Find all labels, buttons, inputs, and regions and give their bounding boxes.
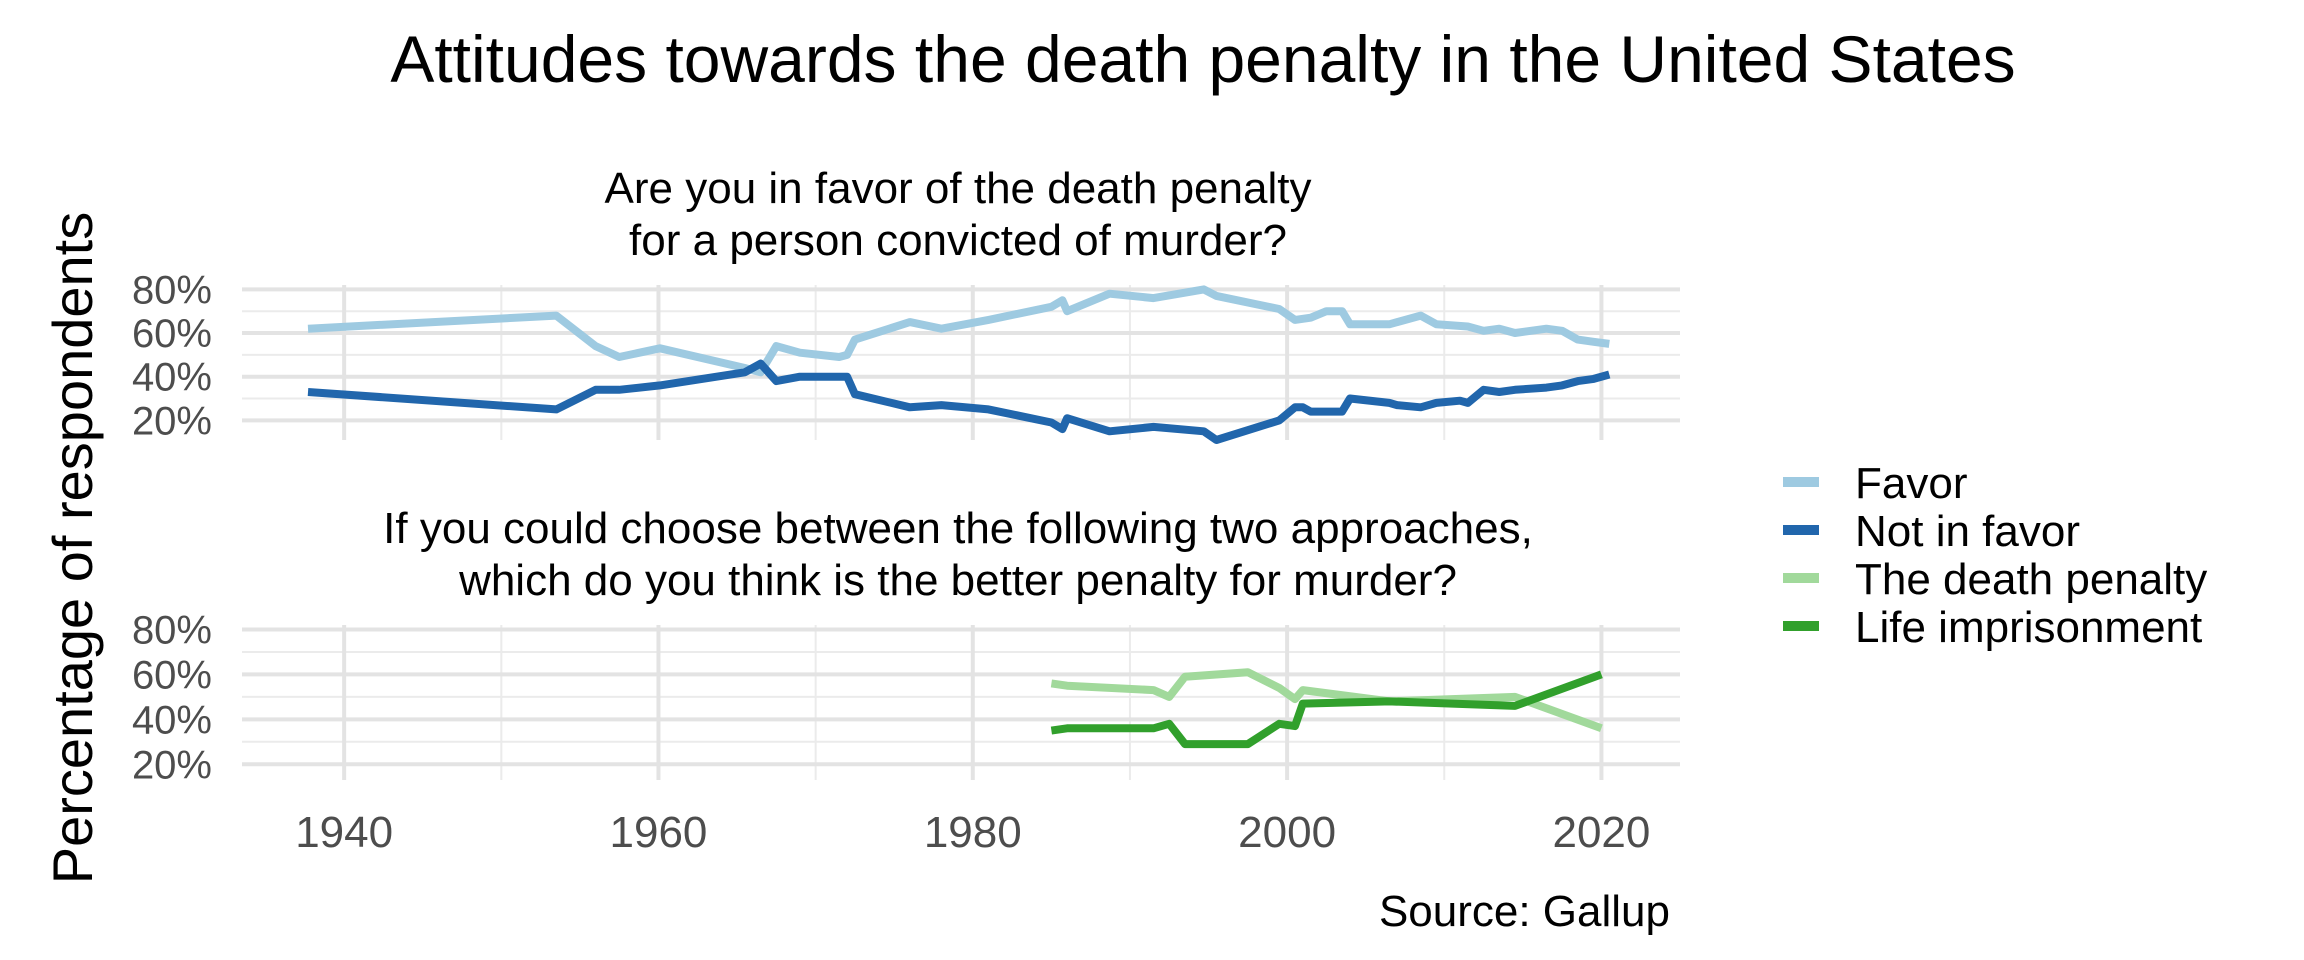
series-line-not-in-favor: [307, 359, 1611, 444]
series-line-life-imprisonment: [1050, 670, 1603, 749]
panel-subtitle-line-2: for a person convicted of murder?: [629, 216, 1287, 265]
legend-item-the-death-penalty: The death penalty: [1783, 555, 2207, 604]
x-tick-label: 1940: [295, 808, 393, 857]
legend-item-not-in-favor: Not in favor: [1783, 507, 2080, 556]
panel-subtitle-line-1: If you could choose between the followin…: [383, 504, 1533, 553]
chart-title: Attitudes towards the death penalty in t…: [390, 22, 2015, 96]
x-tick-label: 1980: [924, 808, 1022, 857]
legend-label: Favor: [1855, 459, 1967, 508]
series-line-favor: [307, 285, 1610, 377]
legend-label: Not in favor: [1855, 507, 2080, 556]
x-axis: 1940 1960 1980 2000 2020: [295, 808, 1650, 857]
x-tick-label: 2020: [1552, 808, 1650, 857]
y-tick-label: 40%: [132, 698, 212, 742]
legend-item-favor: Favor: [1783, 459, 1967, 508]
y-tick-label: 60%: [132, 653, 212, 697]
source-caption: Source: Gallup: [1379, 887, 1670, 936]
panel-death-penalty-favor: Are you in favor of the death penalty fo…: [132, 164, 1680, 444]
y-tick-label: 40%: [132, 356, 212, 400]
y-tick-label: 80%: [132, 268, 212, 312]
panel-better-penalty: If you could choose between the followin…: [132, 504, 1680, 787]
x-tick-label: 2000: [1238, 808, 1336, 857]
panel-subtitle-line-2: which do you think is the better penalty…: [458, 556, 1457, 605]
y-tick-label: 80%: [132, 608, 212, 652]
series-line-the-death-penalty: [1050, 668, 1603, 733]
legend-item-life-imprisonment: Life imprisonment: [1783, 603, 2202, 652]
y-tick-label: 20%: [132, 399, 212, 443]
y-tick-label: 20%: [132, 743, 212, 787]
legend-label: Life imprisonment: [1855, 603, 2202, 652]
panel-subtitle-line-1: Are you in favor of the death penalty: [605, 164, 1312, 213]
y-tick-label: 60%: [132, 312, 212, 356]
x-tick-label: 1960: [610, 808, 708, 857]
y-axis-label: Percentage of respondents: [41, 212, 104, 884]
legend-label: The death penalty: [1855, 555, 2207, 604]
